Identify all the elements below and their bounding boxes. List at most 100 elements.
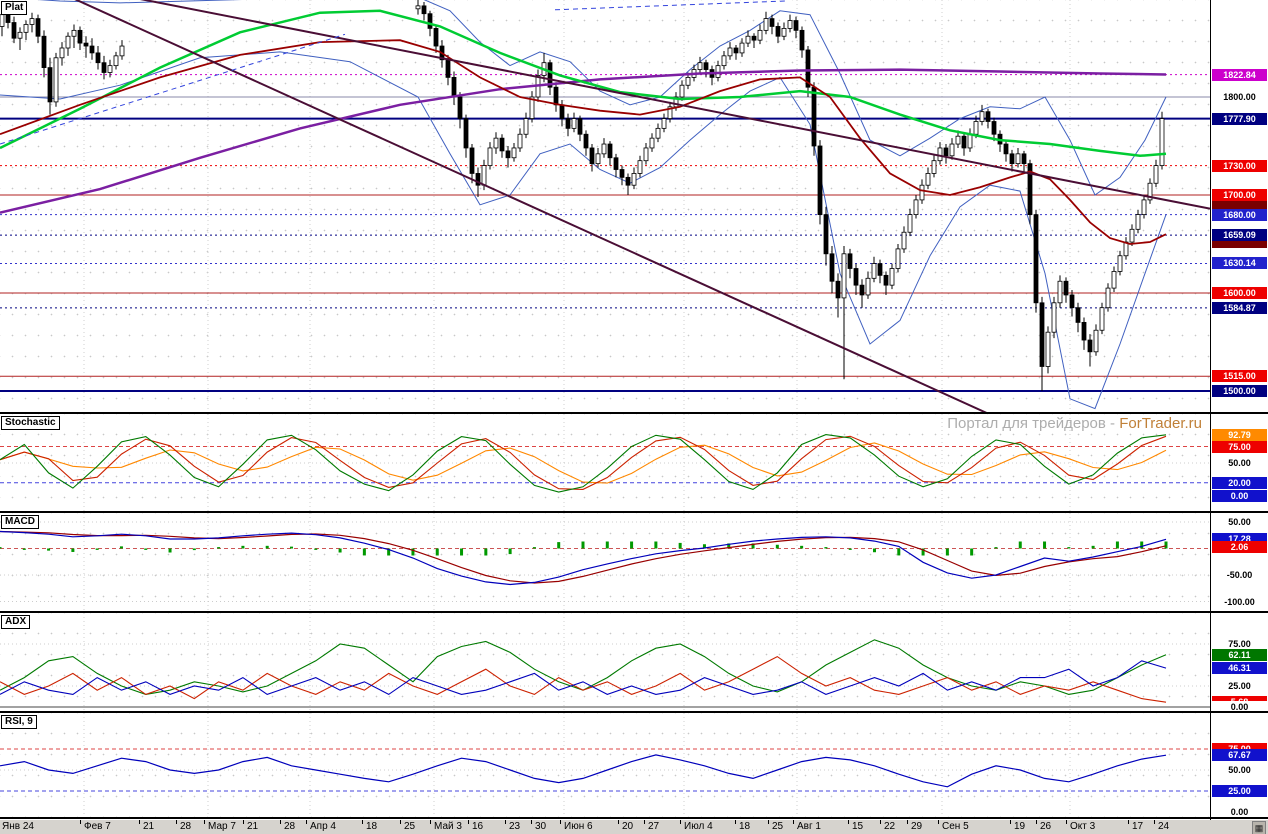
time-axis-tick: 28	[284, 821, 296, 832]
time-axis-tickmark	[793, 820, 794, 824]
time-axis-tickmark	[1036, 820, 1037, 824]
time-axis-tick: 22	[884, 821, 896, 832]
adx-panel	[0, 613, 1210, 711]
price-label: 2.06	[1212, 541, 1267, 553]
price-label: 0.00	[1212, 806, 1267, 818]
price-label: 1500.00	[1212, 385, 1267, 397]
price-label: 1630.14	[1212, 257, 1267, 269]
price-label: 0.00	[1212, 701, 1267, 713]
price-label: 1600.00	[1212, 287, 1267, 299]
time-axis-tick: 30	[535, 821, 547, 832]
price-label: 25.00	[1212, 785, 1267, 797]
time-axis-tick: Мар 7	[208, 821, 236, 832]
time-axis-tick: Июн 6	[564, 821, 593, 832]
panel-separator[interactable]	[0, 817, 1268, 819]
indicator-label-adx[interactable]: ADX	[1, 615, 31, 629]
main-chart-canvas[interactable]	[0, 0, 1210, 412]
price-label: 1730.00	[1212, 160, 1267, 172]
time-axis-tickmark	[1128, 820, 1129, 824]
time-axis-tickmark	[848, 820, 849, 824]
time-axis-tick: Май 3	[434, 821, 462, 832]
time-axis-tick: Авг 1	[797, 821, 821, 832]
time-axis-tick: Фев 7	[84, 821, 111, 832]
price-label: 50.00	[1212, 457, 1267, 469]
panel-separator[interactable]	[0, 711, 1268, 713]
time-axis-tickmark	[644, 820, 645, 824]
time-axis-tickmark	[560, 820, 561, 824]
time-axis-tickmark	[243, 820, 244, 824]
panel-separator[interactable]	[0, 511, 1268, 513]
time-axis-tick: 23	[509, 821, 521, 832]
time-axis-tick: 17	[1132, 821, 1144, 832]
time-axis-tickmark	[768, 820, 769, 824]
time-axis-tickmark	[618, 820, 619, 824]
time-axis-tick: 25	[404, 821, 416, 832]
time-axis-tick: 27	[648, 821, 660, 832]
indicator-label-stochastic[interactable]: Stochastic	[1, 416, 60, 430]
time-axis-tickmark	[306, 820, 307, 824]
stochastic-panel	[0, 414, 1210, 511]
price-label: 75.00	[1212, 638, 1267, 650]
rsi-panel	[0, 713, 1210, 817]
price-label: 50.00	[1212, 764, 1267, 776]
time-axis-grip-icon[interactable]: ▦	[1252, 821, 1266, 834]
price-label: 25.00	[1212, 680, 1267, 692]
price-label: -100.00	[1212, 596, 1267, 608]
panel-separator[interactable]	[0, 611, 1268, 613]
stochastic-canvas[interactable]	[0, 414, 1210, 511]
macd-canvas[interactable]	[0, 513, 1210, 611]
adx-canvas[interactable]	[0, 613, 1210, 711]
time-axis-tickmark	[531, 820, 532, 824]
time-axis-tickmark	[430, 820, 431, 824]
time-axis-tickmark	[880, 820, 881, 824]
time-axis-tick: 20	[622, 821, 634, 832]
time-axis-tickmark	[468, 820, 469, 824]
time-axis-tick: 18	[366, 821, 378, 832]
time-axis-tickmark	[139, 820, 140, 824]
price-label: 50.00	[1212, 516, 1267, 528]
time-axis-tickmark	[907, 820, 908, 824]
time-axis-tickmark	[505, 820, 506, 824]
time-axis-tick: 21	[247, 821, 259, 832]
time-axis-tickmark	[176, 820, 177, 824]
indicator-label-macd[interactable]: MACD	[1, 515, 39, 529]
time-axis-tick: 25	[772, 821, 784, 832]
price-label: 20.00	[1212, 477, 1267, 489]
time-axis-tick: Сен 5	[942, 821, 969, 832]
time-axis-tick: Июл 4	[684, 821, 713, 832]
time-axis[interactable]: ▦ Янв 24 Фев 7 21 28 Мар 7 21 28 Апр 4 18 25 Май 3…	[0, 820, 1268, 834]
price-label: 62.11	[1212, 649, 1267, 661]
time-axis-tickmark	[680, 820, 681, 824]
main-price-panel	[0, 0, 1210, 412]
price-axis[interactable]: 1822.84 1800.00 1777.90 1730.00 1700.00 1680.…	[1210, 0, 1268, 820]
time-axis-tickmark	[400, 820, 401, 824]
indicator-label-rsi[interactable]: RSI, 9	[1, 715, 37, 729]
price-label: 67.67	[1212, 749, 1267, 761]
price-label: 1515.00	[1212, 370, 1267, 382]
price-label: 1584.87	[1212, 302, 1267, 314]
panel-separator[interactable]	[0, 412, 1268, 414]
rs i-canvas[interactable]	[0, 713, 1210, 817]
time-axis-tickmark	[1066, 820, 1067, 824]
time-axis-tickmark	[1154, 820, 1155, 824]
price-label: 1700.00	[1212, 189, 1267, 201]
time-axis-tick: Окт 3	[1070, 821, 1096, 832]
time-axis-tickmark	[735, 820, 736, 824]
time-axis-tickmark	[938, 820, 939, 824]
time-axis-tickmark	[80, 820, 81, 824]
time-axis-tick: 26	[1040, 821, 1052, 832]
price-label: 1659.09	[1212, 229, 1267, 241]
price-label: -50.00	[1212, 569, 1267, 581]
time-axis-tick: 28	[180, 821, 192, 832]
time-axis-tick: 18	[739, 821, 751, 832]
price-label: 75.00	[1212, 441, 1267, 453]
price-label: 1800.00	[1212, 91, 1267, 103]
time-axis-tickmark	[362, 820, 363, 824]
time-axis-tick: 24	[1158, 821, 1170, 832]
time-axis-tick: 15	[852, 821, 864, 832]
time-axis-tick: 21	[143, 821, 155, 832]
macd-panel	[0, 513, 1210, 611]
time-axis-tick: Апр 4	[310, 821, 336, 832]
time-axis-tick: 19	[1014, 821, 1026, 832]
